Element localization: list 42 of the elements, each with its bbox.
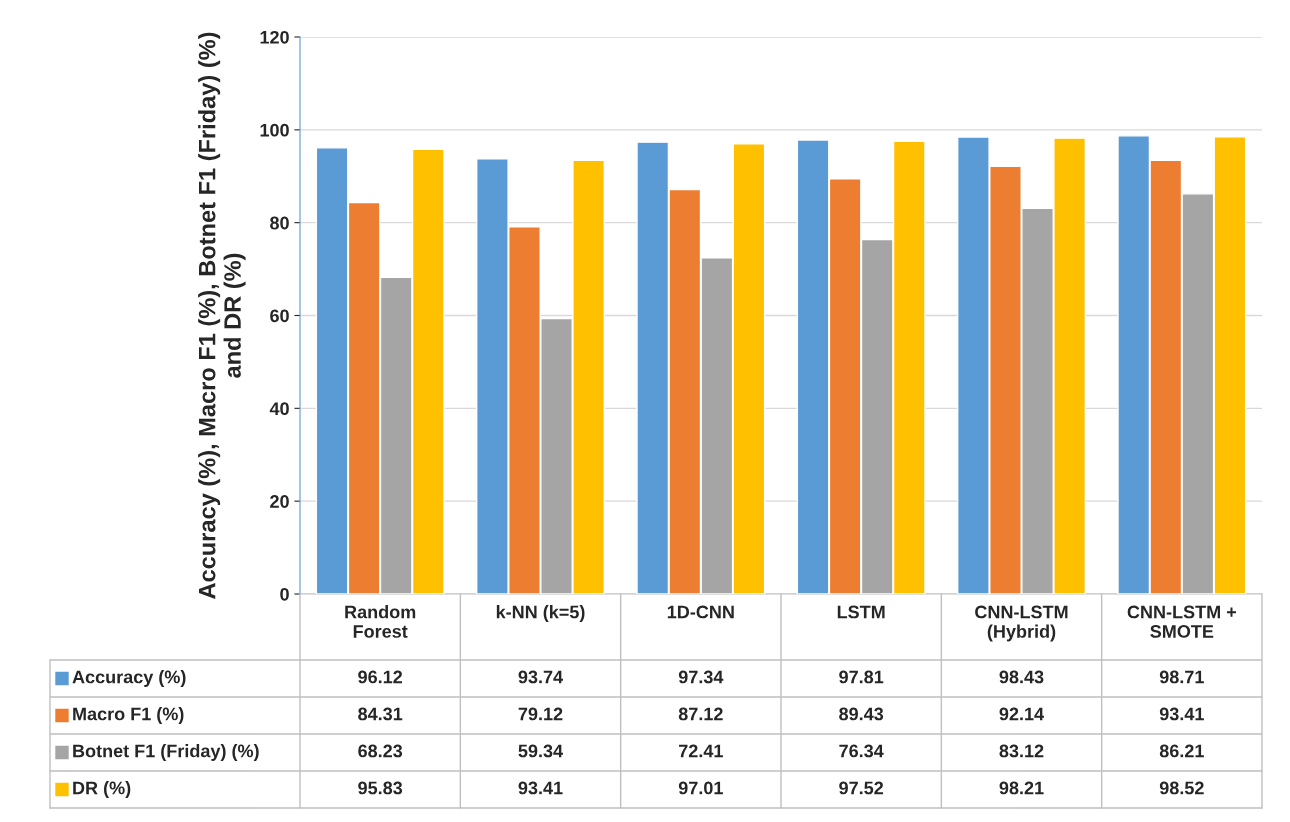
data-label: 72.41	[679, 744, 723, 758]
legend-label: Botnet F1 (Friday) (%)	[73, 744, 259, 761]
data-label: 92.14	[999, 707, 1044, 721]
y-tick-label: 100	[260, 123, 289, 137]
data-label: 68.23	[358, 744, 403, 758]
y-tick-label: 0	[280, 587, 289, 601]
data-label: 89.43	[839, 707, 884, 721]
legend-label: Accuracy (%)	[72, 670, 186, 687]
data-label: 97.34	[678, 670, 724, 684]
x-tick-label: k-NN (k=5)	[496, 605, 585, 622]
data-label: 98.43	[999, 670, 1044, 684]
data-label: 97.81	[839, 670, 884, 684]
y-tick-label: 80	[270, 216, 289, 230]
x-tick-label: CNN-LSTM + SMOTE	[1127, 605, 1237, 638]
data-label: 98.71	[1159, 670, 1204, 684]
x-tick-label: LSTM	[837, 605, 885, 619]
legend-label: Macro F1 (%)	[73, 707, 184, 724]
y-axis-title: Accuracy (%), Macro F1 (%), Botnet F1 (Friday) (%) and DR (%)	[198, 32, 246, 599]
data-label: 83.12	[999, 744, 1044, 758]
data-label: 97.52	[839, 781, 884, 795]
data-label: 59.34	[518, 744, 563, 758]
data-label: 93.41	[518, 781, 563, 795]
x-tick-label: 1D-CNN	[667, 605, 734, 619]
data-label: 96.12	[358, 670, 403, 684]
data-label: 76.34	[839, 744, 884, 758]
y-tick-label: 60	[270, 309, 289, 323]
y-tick-label: 40	[269, 402, 289, 416]
data-label: 98.52	[1159, 781, 1204, 795]
legend-label: DR (%)	[73, 781, 131, 798]
data-label: 87.12	[678, 707, 723, 721]
data-label: 97.01	[678, 781, 723, 795]
data-label: 86.21	[1159, 744, 1204, 758]
data-label: 79.12	[518, 707, 563, 721]
y-tick-label: 120	[260, 30, 289, 44]
data-label: 93.74	[518, 670, 563, 684]
data-label: 93.41	[1159, 707, 1204, 721]
y-tick-label: 20	[270, 495, 289, 508]
data-label: 98.21	[999, 781, 1044, 795]
x-tick-label: CNN-LSTM (Hybrid)	[975, 605, 1068, 642]
data-label: 84.31	[358, 707, 403, 721]
data-label: 95.83	[358, 781, 403, 795]
x-tick-label: Random Forest	[345, 605, 416, 638]
